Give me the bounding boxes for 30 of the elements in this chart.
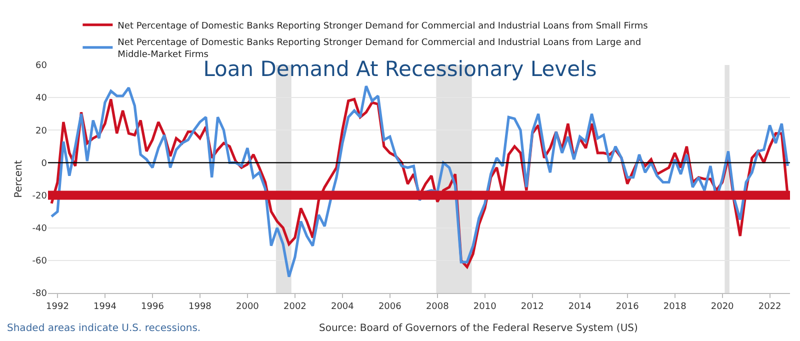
x-tick-label: 2014 (568, 302, 592, 312)
y-tick-label: 0 (41, 158, 48, 169)
y-axis-title: Percent (13, 160, 24, 198)
x-tick-label: 1996 (141, 302, 164, 312)
y-tick-label: 40 (36, 94, 48, 104)
x-tick-label: 2012 (520, 302, 544, 312)
text: Shaded areas indicate U.S. recessions. (7, 323, 201, 334)
x-tick-label: 2008 (426, 302, 450, 312)
y-tick-label: -60 (32, 256, 48, 267)
x-tick-label: 1998 (188, 302, 212, 312)
x-tick-label: 2004 (330, 302, 354, 312)
legend-label: Net Percentage of Domestic Banks Reporting Stronger Demand for Commercial and Industrial Loans from Large and Middle-Market Firms (118, 38, 642, 60)
x-tick-label: 2022 (758, 302, 782, 312)
x-tick-label: 2020 (710, 302, 734, 312)
y-tick-label: 20 (36, 126, 48, 136)
y-tick-label: -20 (32, 191, 48, 202)
x-tick-label: 2006 (378, 302, 402, 312)
chart-title: Loan Demand At Recessionary Levels (203, 57, 597, 82)
x-tick-label: 2002 (283, 302, 306, 312)
x-tick-label: 2016 (616, 302, 640, 312)
x-tick-label: 2000 (236, 302, 260, 312)
source-note: Source: Board of Governors of the Federal Reserve System (US) (319, 323, 638, 334)
legend-label: Net Percentage of Domestic Banks Reporting Stronger Demand for Commercial and Industrial Loans from Small Firms (118, 21, 648, 32)
x-tick-label: 1994 (94, 302, 117, 312)
x-tick-label: 1992 (46, 302, 69, 312)
x-tick-label: 2010 (473, 302, 497, 312)
y-tick-label: -40 (32, 224, 48, 234)
y-tick-label: -80 (32, 289, 48, 300)
y-tick-label: 60 (36, 61, 48, 72)
x-tick-label: 2018 (663, 302, 687, 312)
